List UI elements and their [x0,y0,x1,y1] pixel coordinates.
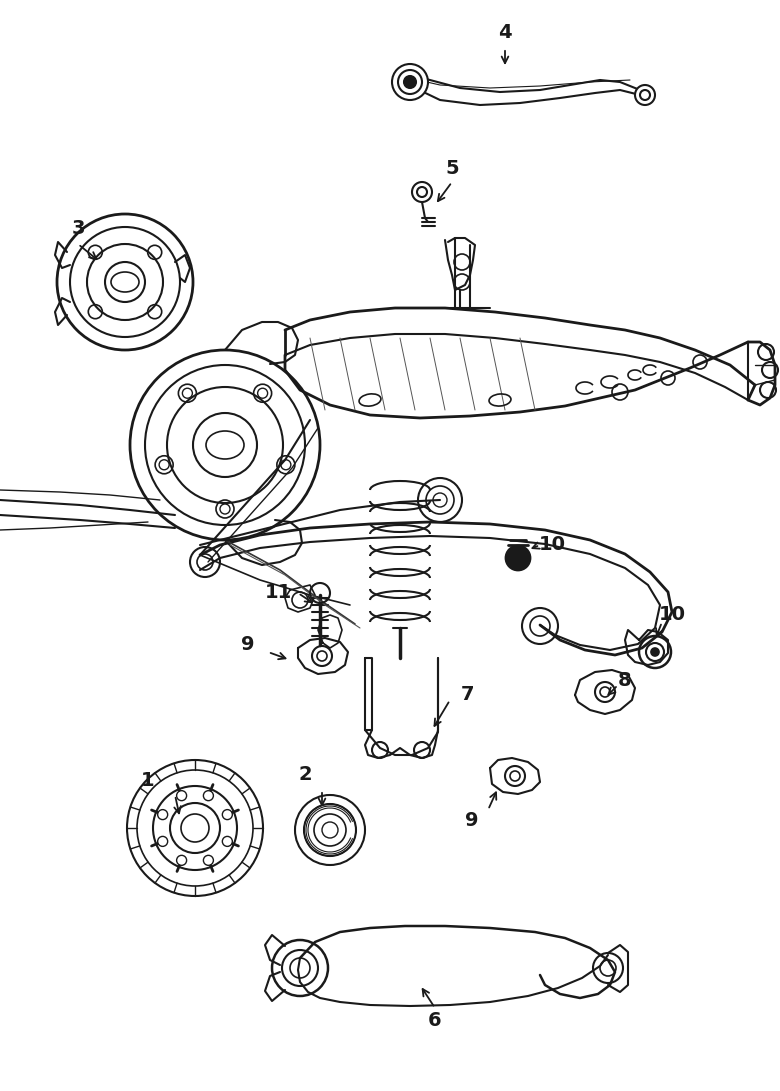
Circle shape [158,810,168,819]
Text: 10: 10 [538,536,566,554]
Text: 1: 1 [141,770,154,790]
Text: 4: 4 [498,23,512,41]
Circle shape [222,837,232,847]
Circle shape [204,855,214,865]
Text: 2: 2 [298,766,312,784]
Circle shape [158,837,168,847]
Circle shape [412,182,432,202]
Circle shape [506,546,530,570]
Text: 10: 10 [658,606,686,624]
Circle shape [392,64,428,100]
Text: 11: 11 [264,584,292,602]
Circle shape [204,791,214,801]
Text: 9: 9 [465,811,479,829]
Text: 3: 3 [71,218,85,238]
Circle shape [176,791,186,801]
Text: 8: 8 [619,671,632,690]
Circle shape [651,648,659,656]
Text: 7: 7 [461,685,475,705]
Circle shape [222,810,232,819]
Text: 6: 6 [428,1010,441,1030]
Circle shape [404,76,416,88]
Text: 5: 5 [445,158,459,178]
Text: 9: 9 [241,635,255,655]
Circle shape [635,85,655,105]
Circle shape [176,855,186,865]
